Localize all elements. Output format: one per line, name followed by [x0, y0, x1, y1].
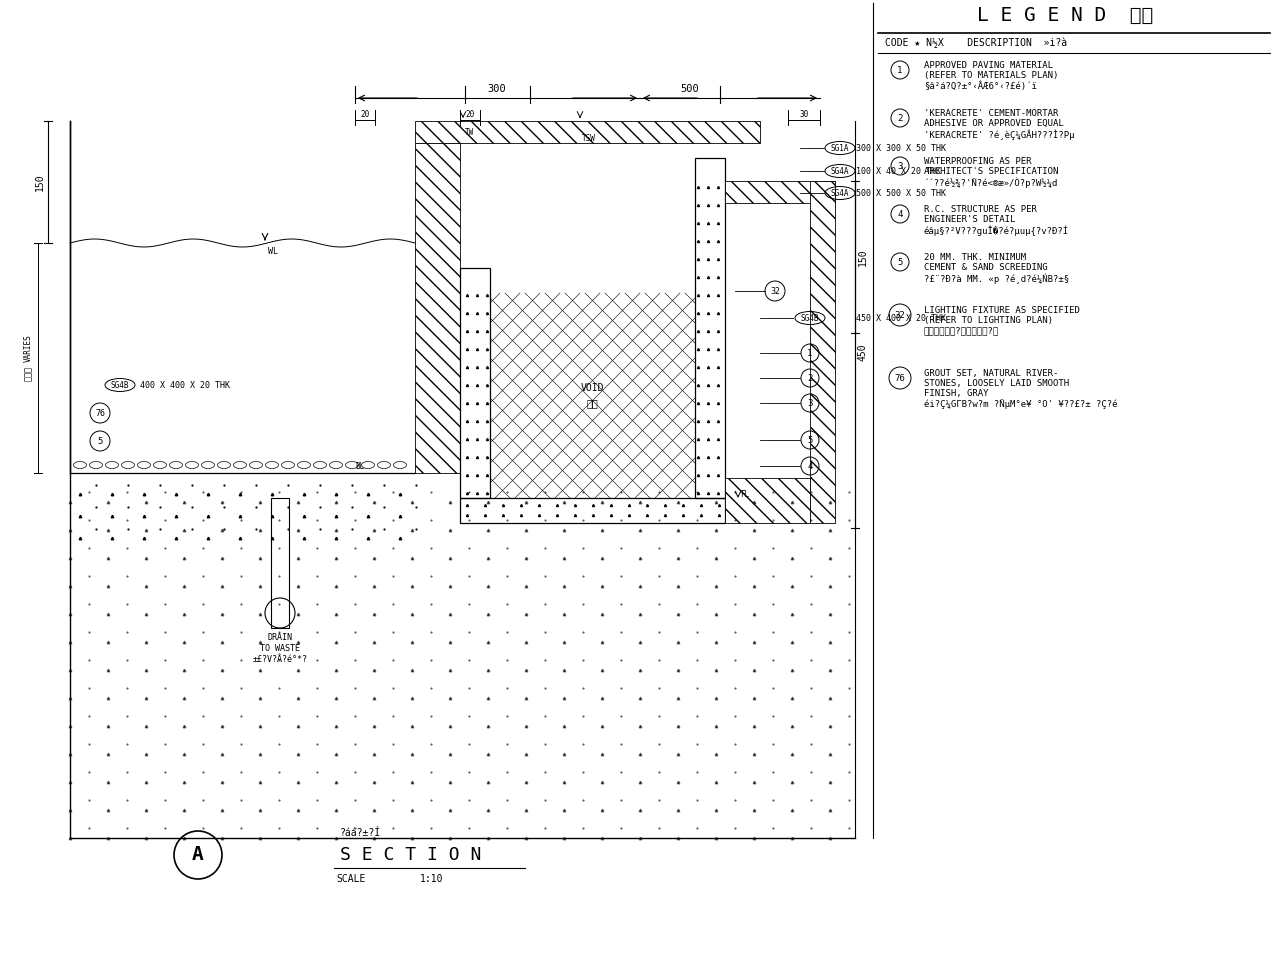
Text: éi?Ç¼GΓB?w?m ?ÑµM°e¥ °O' ¥??£?± ?Ç?é: éi?Ç¼GΓB?w?m ?ÑµM°e¥ °O' ¥??£?± ?Ç?é [924, 399, 1117, 409]
Text: WL: WL [268, 247, 278, 256]
Text: 3: 3 [897, 162, 903, 170]
Text: 450 X 400 X 20 THK: 450 X 400 X 20 THK [856, 314, 947, 323]
Text: SG4B: SG4B [111, 380, 129, 389]
Text: 2: 2 [897, 114, 903, 122]
Text: 4: 4 [808, 461, 813, 471]
Text: 4: 4 [897, 210, 903, 219]
Text: CODE ★ N½X    DESCRIPTION  »i?à: CODE ★ N½X DESCRIPTION »i?à [885, 38, 1068, 48]
Text: 空洞: 空洞 [586, 399, 599, 408]
Text: 30: 30 [799, 110, 809, 119]
Text: GROUT SET, NATURAL RIVER-: GROUT SET, NATURAL RIVER- [924, 369, 1059, 378]
Bar [696, 158, 725, 498]
Bar [460, 268, 490, 498]
Text: 150: 150 [857, 248, 868, 266]
Text: ´´??é½¾?'Ñ?é<®æ»/Ò?p?W½¼d: ´´??é½¾?'Ñ?é<®æ»/Ò?p?W½¼d [924, 177, 1059, 188]
Text: 'KERACRETE' CEMENT-MORTAR: 'KERACRETE' CEMENT-MORTAR [924, 109, 1059, 118]
Text: 5: 5 [97, 436, 103, 446]
Text: ±£?V?Â?é°*?: ±£?V?Â?é°*? [252, 655, 307, 664]
Text: ?£¨?Ð?à MM. «p ?é¸d?é¼ŃB?±§: ?£¨?Ð?à MM. «p ?é¸d?é¼ŃB?±§ [924, 273, 1069, 283]
Text: 5: 5 [897, 257, 903, 267]
Text: 500 X 500 X 50 THK: 500 X 500 X 50 THK [856, 189, 947, 197]
Text: 5: 5 [808, 435, 813, 445]
Text: éâµ§?²V???guÎ�?é?µuµ{?v?Ð?Í: éâµ§?²V???guÎ�?é?µuµ{?v?Ð?Í [924, 225, 1069, 236]
Text: ?áá?±?Í: ?áá?±?Í [340, 828, 381, 838]
Text: APPROVED PAVING MATERIAL: APPROVED PAVING MATERIAL [924, 61, 1054, 70]
Bar [725, 181, 834, 203]
Text: 'KERACRETE' ?é¸èÇ¼GÂH???Ì?Pµ: 'KERACRETE' ?é¸èÇ¼GÂH???Ì?Pµ [924, 129, 1074, 140]
Text: VOID: VOID [581, 382, 604, 393]
Bar [415, 121, 761, 143]
Text: (REFER TO LIGHTING PLAN): (REFER TO LIGHTING PLAN) [924, 316, 1054, 325]
Bar [810, 181, 834, 523]
Text: 20: 20 [465, 110, 475, 119]
Text: LIGHTING FIXTURE AS SPECIFIED: LIGHTING FIXTURE AS SPECIFIED [924, 306, 1080, 315]
Text: 20: 20 [361, 110, 369, 119]
Text: SCALE: SCALE [336, 874, 366, 884]
Text: 300 X 300 X 50 THK: 300 X 300 X 50 THK [856, 143, 947, 152]
Text: SG4A: SG4A [831, 167, 850, 175]
Bar [725, 478, 810, 523]
Bar [415, 143, 460, 473]
Text: 1: 1 [808, 349, 813, 357]
Text: FL: FL [740, 489, 749, 499]
Text: ENGINEER'S DETAIL: ENGINEER'S DETAIL [924, 215, 1015, 224]
Text: 450: 450 [857, 343, 868, 361]
Text: DRAIN: DRAIN [268, 633, 293, 642]
Text: L E G E N D  列表: L E G E N D 列表 [977, 6, 1153, 24]
Text: BL: BL [355, 461, 364, 471]
Text: WATERPROOFING AS PER: WATERPROOFING AS PER [924, 157, 1032, 166]
Text: STONES, LOOSELY LAID SMOOTH: STONES, LOOSELY LAID SMOOTH [924, 379, 1069, 388]
Text: R.C. STRUCTURE AS PER: R.C. STRUCTURE AS PER [924, 205, 1037, 214]
Text: 300: 300 [488, 84, 506, 94]
Text: (REFER TO MATERIALS PLAN): (REFER TO MATERIALS PLAN) [924, 71, 1059, 80]
Text: 2: 2 [808, 374, 813, 382]
Text: A: A [192, 846, 204, 865]
Bar [271, 498, 289, 628]
Text: FINISH, GRAY: FINISH, GRAY [924, 389, 989, 398]
Bar [460, 498, 725, 523]
Text: 76: 76 [894, 374, 906, 382]
Text: ADHESIVE OR APPROVED EQUAL: ADHESIVE OR APPROVED EQUAL [924, 119, 1064, 128]
Text: SG1A: SG1A [831, 143, 850, 152]
Text: 150: 150 [34, 173, 45, 191]
Text: CEMENT & SAND SCREEDING: CEMENT & SAND SCREEDING [924, 263, 1047, 272]
Text: 20 MM. THK. MINIMUM: 20 MM. THK. MINIMUM [924, 253, 1026, 262]
Text: 500: 500 [680, 84, 699, 94]
Text: 32: 32 [769, 287, 780, 296]
Text: 100 X 40 X 20 THK: 100 X 40 X 20 THK [856, 167, 941, 175]
Text: 32: 32 [894, 310, 906, 320]
Text: 3: 3 [808, 399, 813, 407]
Text: SG4A: SG4A [831, 189, 850, 197]
Text: 指定的灯具（?照照明配置?）: 指定的灯具（?照照明配置?） [924, 326, 999, 335]
Text: §â²á?Q?±°‹ÂÆ6°‹?£é)´ï: §â²á?Q?±°‹ÂÆ6°‹?£é)´ï [924, 81, 1037, 91]
Text: TO WASTE: TO WASTE [260, 644, 299, 653]
Text: S E C T I O N: S E C T I O N [340, 846, 482, 864]
Text: 不固定: 不固定 [23, 366, 33, 380]
Text: VARIES: VARIES [23, 334, 33, 362]
Text: 1: 1 [897, 65, 903, 74]
Text: 76: 76 [96, 408, 104, 418]
Text: 400 X 400 X 20 THK: 400 X 400 X 20 THK [140, 380, 231, 389]
Text: SG4B: SG4B [801, 314, 819, 323]
Text: 1:10: 1:10 [420, 874, 443, 884]
Text: ARCHITECT'S SPECIFICATION: ARCHITECT'S SPECIFICATION [924, 167, 1059, 176]
Text: TW: TW [465, 127, 474, 137]
Text: TSW: TSW [582, 134, 596, 143]
